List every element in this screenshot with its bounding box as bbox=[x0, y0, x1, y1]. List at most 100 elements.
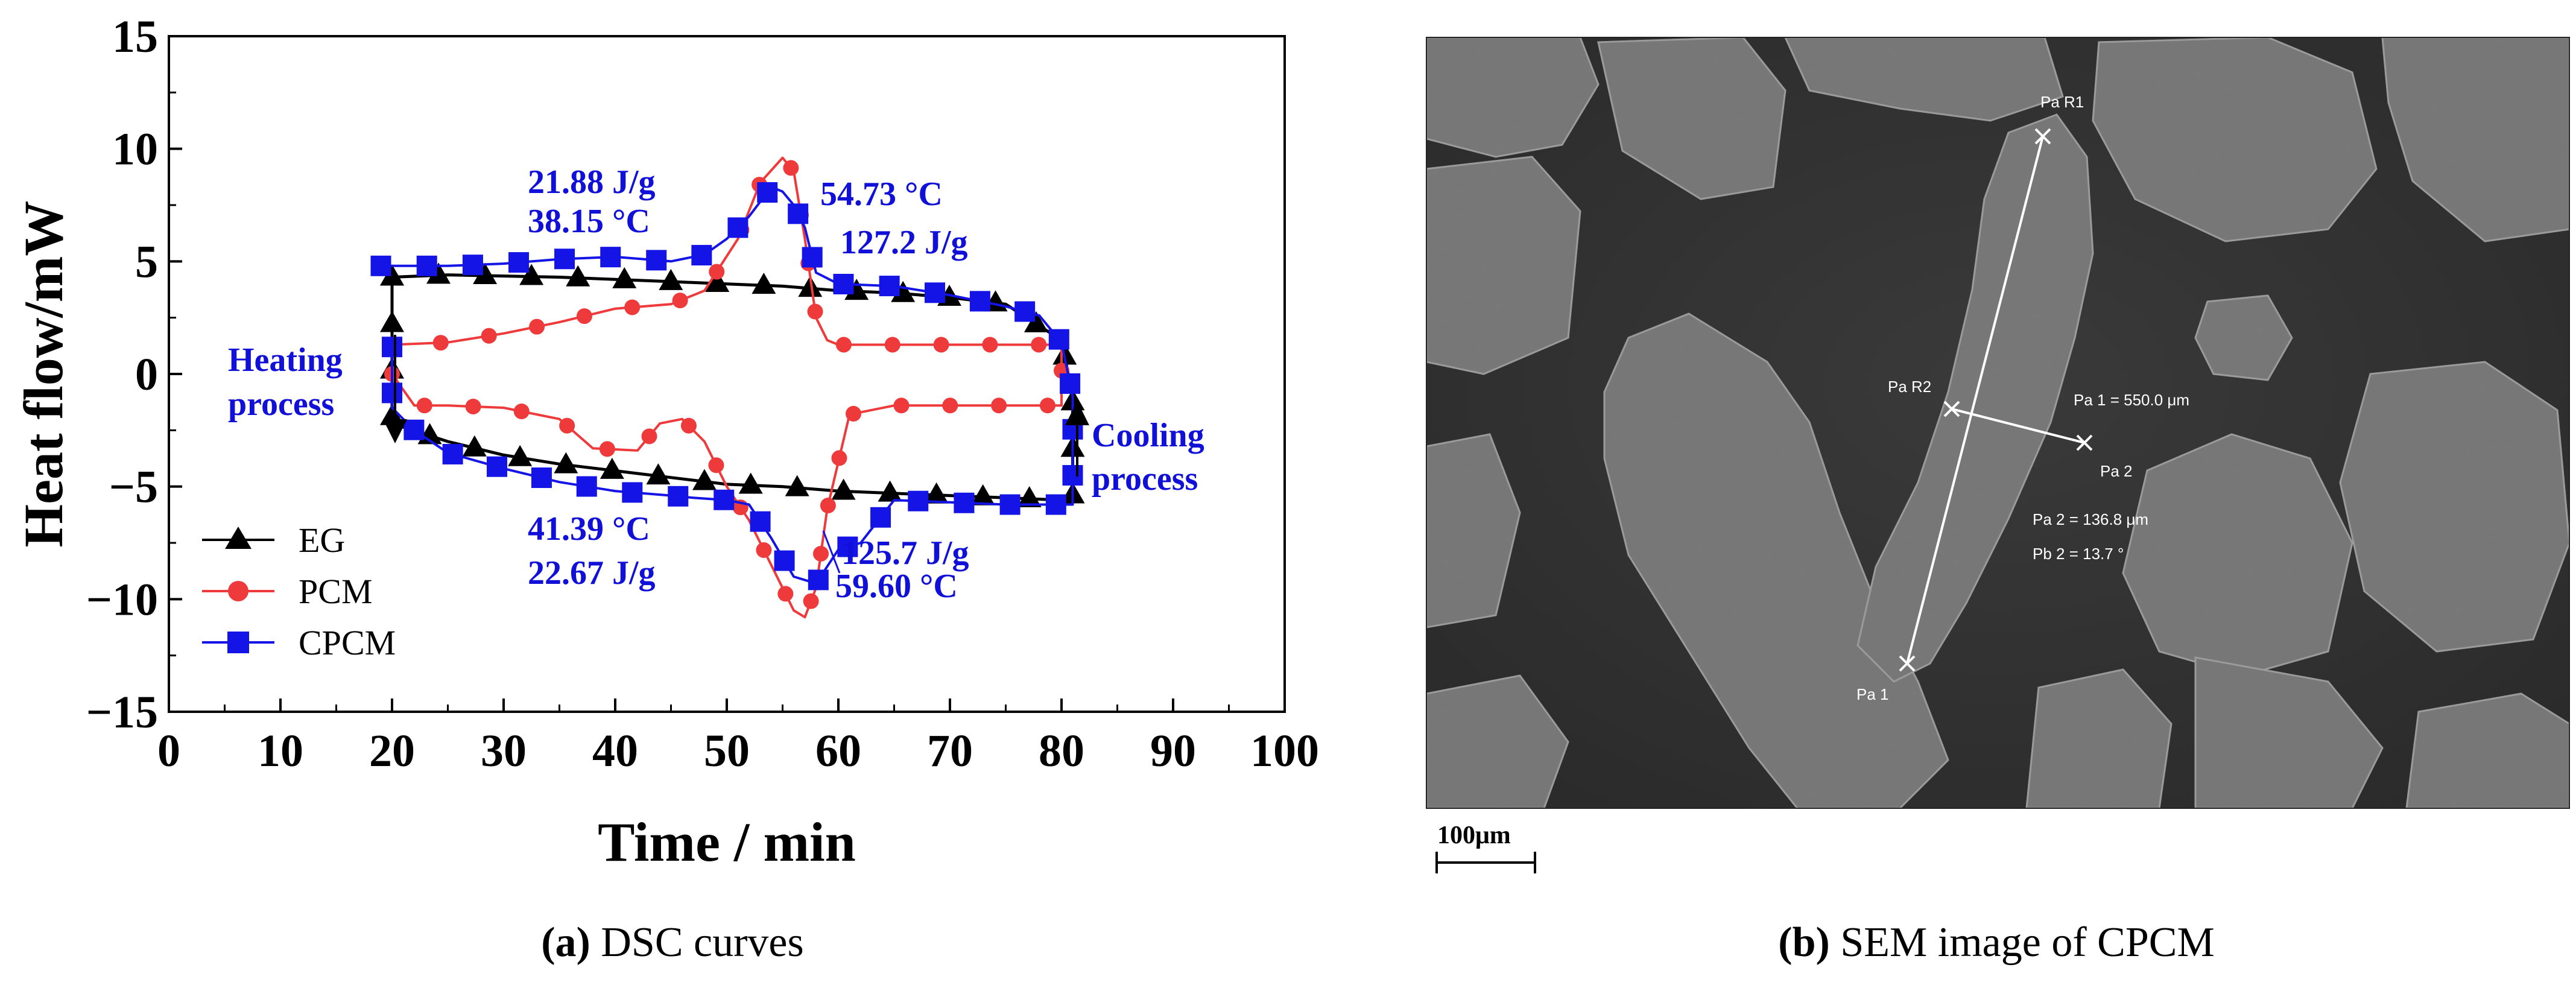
series-eg-point bbox=[798, 276, 823, 297]
series-eg-point bbox=[705, 271, 730, 293]
series-eg-point bbox=[738, 472, 763, 494]
series-eg-point bbox=[600, 457, 624, 479]
y-tick-label: 0 bbox=[135, 349, 158, 400]
measurement-line-width bbox=[1951, 408, 2085, 444]
x-axis-title: Time / min bbox=[598, 811, 856, 873]
series-pcm-point bbox=[709, 264, 725, 280]
sem-label-pa1: Pa 1 bbox=[1856, 685, 1889, 703]
annotation-cooling-temp: 41.39 °C bbox=[528, 510, 650, 548]
annotation-valley-temp: 59.60 °C bbox=[835, 568, 958, 605]
y-tick-label: 10 bbox=[112, 124, 158, 175]
series-pcm-point bbox=[1039, 397, 1055, 414]
series-eg-point bbox=[612, 267, 637, 288]
series-cpcm-point bbox=[774, 550, 795, 571]
annotation-cooling-label-1: Cooling bbox=[1092, 417, 1204, 454]
x-tick-label: 40 bbox=[592, 726, 638, 776]
series-eg-point bbox=[831, 478, 856, 500]
series-cpcm-point bbox=[870, 507, 891, 528]
caption-b-text: SEM image of CPCM bbox=[1830, 919, 2215, 966]
particle-left-1 bbox=[1426, 156, 1581, 375]
series-pcm-point bbox=[624, 299, 641, 315]
series-cpcm-point bbox=[668, 486, 689, 507]
cross-marker-2 bbox=[2076, 434, 2093, 451]
series-eg-point bbox=[473, 262, 498, 284]
series-cpcm-point bbox=[750, 511, 771, 532]
series-pcm-point bbox=[599, 441, 615, 457]
series-pcm-point bbox=[481, 328, 497, 344]
series-cpcm-point bbox=[462, 255, 483, 276]
series-eg-point bbox=[1017, 486, 1042, 507]
series-pcm-point bbox=[813, 545, 829, 562]
particle-top-right-2 bbox=[2381, 37, 2569, 242]
series-cpcm-point bbox=[600, 247, 621, 268]
particle-right-large bbox=[2339, 361, 2569, 653]
particle-top-center-left bbox=[1597, 37, 1786, 200]
y-axis-title: Heat flow/mW bbox=[13, 201, 74, 548]
series-cpcm-point bbox=[1014, 301, 1036, 322]
series-pcm-point bbox=[982, 337, 998, 353]
series-cpcm-point bbox=[370, 255, 391, 276]
series-eg-point bbox=[426, 262, 451, 284]
series-eg-point bbox=[554, 452, 578, 473]
y-tick-label: 15 bbox=[112, 11, 158, 62]
series-eg-point bbox=[692, 469, 717, 490]
series-cpcm-point bbox=[486, 456, 507, 477]
series-cpcm-point bbox=[382, 382, 402, 404]
annotation-heating-energy: 21.88 J/g bbox=[528, 163, 656, 201]
series-pcm-point bbox=[529, 318, 545, 335]
sem-particles bbox=[1426, 37, 2569, 808]
annotation-leader-1 bbox=[822, 530, 841, 574]
x-tick-label: 60 bbox=[815, 726, 861, 776]
series-cpcm-point bbox=[1048, 329, 1069, 350]
series-eg-point bbox=[752, 273, 776, 294]
series-pcm-point bbox=[893, 397, 910, 414]
particle-bottom-right bbox=[2194, 656, 2384, 808]
series-pcm-point bbox=[680, 417, 697, 434]
caption-a-letter: (a) bbox=[541, 919, 590, 966]
cross-marker-1 bbox=[1899, 655, 1916, 672]
x-tick-label: 20 bbox=[369, 726, 415, 776]
cross-marker-r2 bbox=[1943, 401, 1960, 417]
caption-b-letter: (b) bbox=[1778, 919, 1830, 966]
legend-pcm-marker bbox=[228, 581, 248, 601]
series-eg-point bbox=[508, 445, 533, 466]
particle-bottom-far-right bbox=[2405, 692, 2569, 808]
sem-label-pa2: Pa 2 bbox=[2100, 462, 2133, 480]
series-cpcm-point bbox=[531, 467, 552, 489]
series-pcm-point bbox=[1031, 337, 1047, 353]
series-eg-point bbox=[519, 264, 544, 285]
caption-b: (b) SEM image of CPCM bbox=[1778, 919, 2214, 966]
series-pcm-point bbox=[513, 404, 530, 420]
series-pcm-point bbox=[835, 337, 852, 353]
series-pcm-point bbox=[846, 405, 862, 422]
series-pcm-point bbox=[831, 450, 847, 466]
series-eg-point bbox=[380, 311, 404, 332]
series-cpcm-point bbox=[646, 250, 667, 271]
series-cpcm-line bbox=[381, 186, 1074, 585]
sem-label-pa-r2: Pa R2 bbox=[1888, 378, 1931, 396]
legend-cpcm-label: CPCM bbox=[299, 623, 396, 662]
series-pcm-point bbox=[465, 398, 481, 414]
series-eg-point bbox=[785, 475, 809, 496]
sem-label-pa1-value: Pa 1 = 550.0 μm bbox=[2074, 391, 2189, 409]
series-pcm-point bbox=[820, 498, 836, 514]
caption-a: (a) DSC curves bbox=[541, 919, 804, 966]
x-tick-label: 100 bbox=[1250, 726, 1319, 776]
series-pcm-line bbox=[391, 156, 1063, 619]
y-tick-label: −5 bbox=[109, 462, 158, 513]
series-cpcm-point bbox=[1045, 494, 1066, 515]
sem-label-pb2-value: Pb 2 = 13.7 ° bbox=[2033, 545, 2124, 563]
series-cpcm-point bbox=[403, 419, 425, 440]
x-tick-label: 10 bbox=[258, 726, 303, 776]
series-pcm-point bbox=[672, 293, 688, 309]
x-tick-label: 80 bbox=[1039, 726, 1084, 776]
particle-small-center bbox=[2194, 294, 2293, 381]
series-pcm-point bbox=[783, 160, 799, 176]
legend-eg-label: EG bbox=[299, 521, 345, 560]
y-tick-label: 5 bbox=[135, 236, 158, 287]
series-pcm-point bbox=[807, 303, 823, 320]
y-tick-label: −15 bbox=[86, 687, 158, 738]
series-eg-point bbox=[462, 435, 487, 457]
